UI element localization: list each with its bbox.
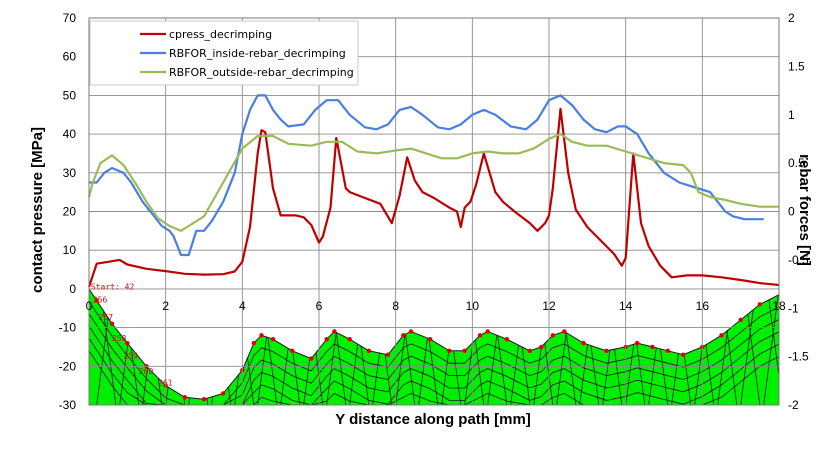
legend-box	[89, 20, 359, 86]
y2-tick-label: -1.5	[788, 350, 809, 364]
plot-border	[88, 17, 780, 406]
mesh-node	[201, 396, 207, 402]
mesh-node	[408, 329, 414, 334]
mesh-node	[182, 395, 188, 400]
x-tick-label: 2	[162, 299, 169, 313]
mesh-region	[88, 287, 780, 406]
mesh-node	[581, 340, 586, 346]
y-tick-label: 20	[63, 205, 77, 219]
mesh-node-label: 259	[124, 352, 139, 361]
axes: 706050403020100-10-20-3021.510.50-0.5-1-…	[59, 11, 809, 412]
mesh-node	[309, 356, 314, 361]
mesh-node	[634, 340, 640, 346]
mesh-node	[680, 352, 686, 357]
x-axis-label: Y distance along path [mm]	[335, 411, 531, 428]
legend-entry: cpress_decrimping	[169, 28, 272, 41]
y-tick-label: 10	[63, 243, 77, 257]
mesh-node-label: 257	[99, 313, 114, 322]
x-tick-label: 12	[542, 299, 556, 313]
mesh-node-label: 256	[93, 295, 108, 304]
mesh-node	[527, 348, 533, 354]
x-tick-label: 14	[619, 299, 633, 313]
series-lines	[87, 94, 780, 288]
y2-axis-label: rebar forces [N]	[796, 154, 813, 266]
mesh-node	[485, 329, 490, 334]
legend-entry: RBFOR_inside-rebar_decrimping	[169, 47, 346, 60]
mesh-node	[109, 321, 115, 326]
mesh-node	[220, 391, 226, 396]
series-line	[89, 94, 764, 257]
mesh-node-label: 260	[139, 367, 154, 376]
mesh-fill	[88, 287, 780, 406]
mesh-node	[366, 348, 372, 354]
series-line	[87, 107, 780, 288]
mesh-node	[259, 333, 264, 338]
mesh-node	[738, 317, 743, 323]
legend: cpress_decrimping RBFOR_inside-rebar_decr…	[89, 20, 359, 86]
y2-tick-label: -0.5	[788, 253, 809, 267]
x-tick-label: 18	[772, 299, 786, 313]
y-tick-label: 60	[63, 50, 77, 64]
mesh-start-label: Start: 42	[91, 283, 135, 292]
mesh-node	[550, 333, 556, 338]
mesh-node	[401, 333, 406, 338]
mesh-node	[539, 344, 544, 350]
y-tick-label: 40	[63, 127, 77, 141]
mesh-node	[332, 329, 337, 334]
mesh-node	[385, 352, 391, 357]
y-tick-label: 50	[63, 88, 77, 102]
y-tick-label: -20	[59, 359, 77, 373]
x-tick-label: 6	[316, 299, 323, 313]
y-tick-label: -10	[59, 321, 77, 335]
y-tick-label: 0	[69, 282, 76, 296]
mesh-node	[447, 348, 452, 354]
y-tick-label: -30	[59, 398, 77, 412]
mesh-node	[757, 302, 763, 307]
y-tick-label: 30	[63, 166, 77, 180]
series-line	[87, 133, 779, 232]
mesh-node	[604, 348, 609, 354]
y2-tick-label: 0.5	[788, 156, 805, 170]
mesh-node	[289, 348, 295, 354]
mesh-node	[719, 333, 724, 338]
y2-tick-label: -1	[788, 301, 799, 315]
mesh-node	[650, 344, 655, 350]
mesh-node	[504, 337, 510, 342]
x-tick-label: 0	[86, 299, 93, 313]
y2-tick-label: 1	[788, 108, 795, 122]
y-tick-label: 70	[63, 11, 77, 25]
mesh-node	[477, 333, 483, 338]
x-tick-label: 16	[696, 299, 710, 313]
mesh-node	[270, 337, 276, 342]
y2-tick-label: 1.5	[788, 59, 805, 73]
y2-tick-label: 2	[788, 11, 795, 25]
mesh-node	[665, 348, 671, 354]
mesh-node	[251, 340, 257, 346]
mesh-node	[462, 348, 467, 354]
y2-tick-label: 0	[788, 205, 795, 219]
x-tick-label: 10	[466, 299, 480, 313]
mesh-node-label: 261	[158, 379, 173, 388]
mesh-node	[562, 329, 567, 334]
mesh-node	[427, 337, 433, 342]
mesh-node	[94, 298, 99, 303]
x-tick-label: 8	[392, 299, 399, 313]
mesh-node	[347, 337, 352, 342]
mesh-node-label: 258	[112, 334, 127, 343]
legend-entry: RBFOR_outside-rebar_decrimping	[169, 66, 354, 79]
y2-tick-label: -2	[788, 398, 799, 412]
y-axis-label: contact pressure [MPa]	[29, 127, 46, 293]
mesh-node	[125, 340, 130, 346]
mesh-node	[324, 337, 329, 342]
x-tick-label: 4	[239, 299, 246, 313]
